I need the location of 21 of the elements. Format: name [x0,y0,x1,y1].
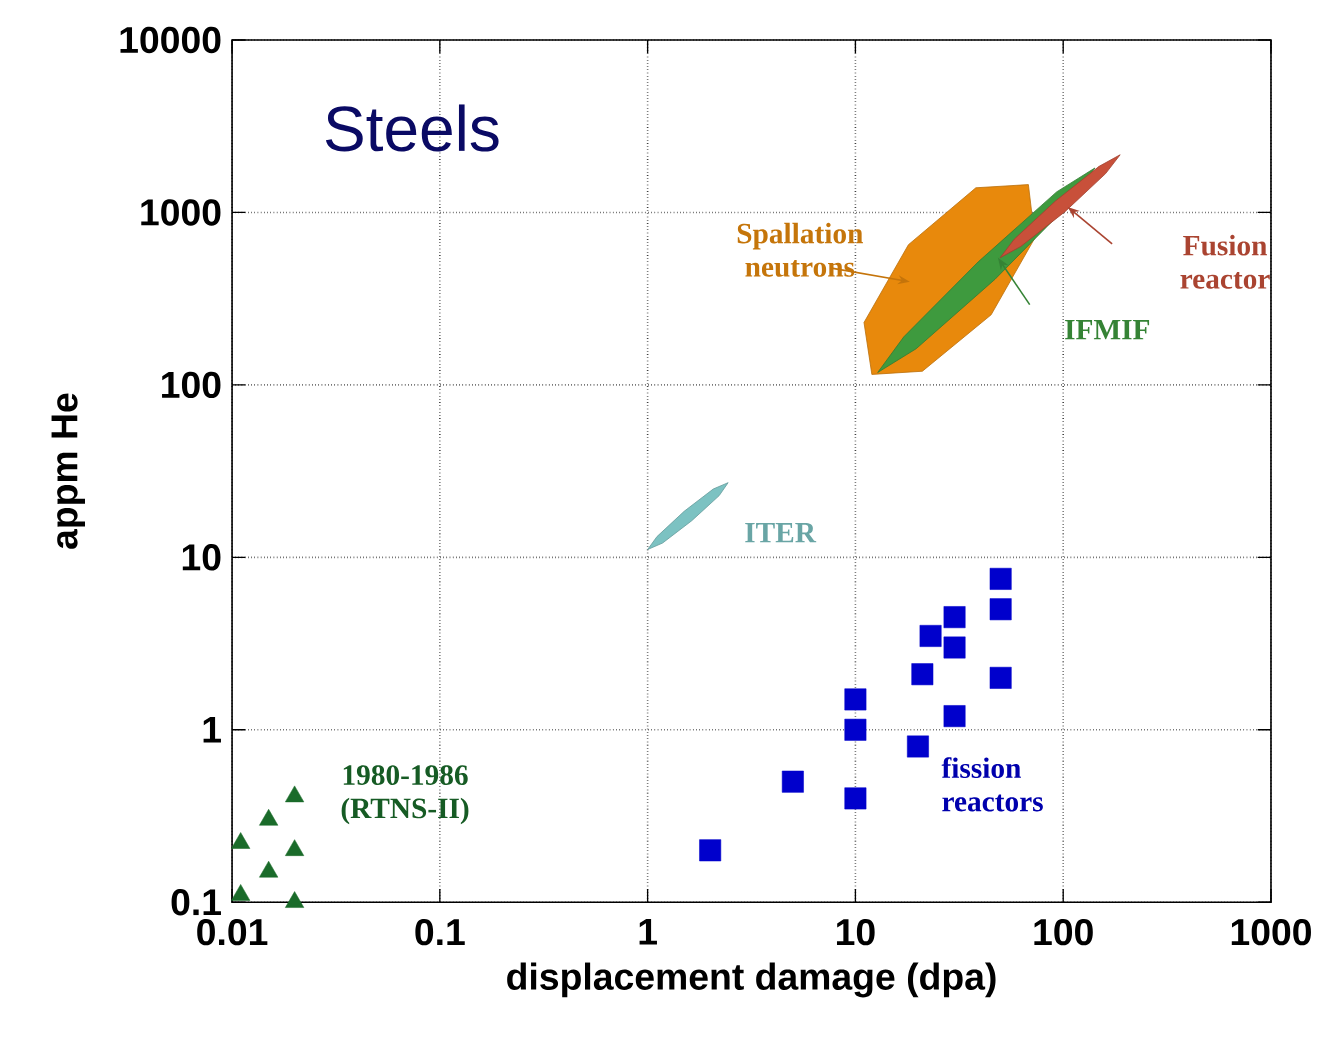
x-tick-label: 100 [1034,918,1093,946]
x-tick-label: 0.01 [197,918,268,946]
y-tick-label: 10000 [120,26,221,54]
series-label: ITER [745,522,817,543]
x-tick-label: 10 [836,918,875,946]
y-tick-label: 100 [162,371,221,398]
series-label: 1980-1986 (RTNS-II) [341,765,469,825]
x-tick-label: 0.1 [415,918,465,946]
text: Fusion reactor [1180,234,1270,289]
y-tick-label: 1000 [141,199,221,226]
text: IFMIF [1065,319,1150,340]
y-tick-label: 0.1 [171,888,221,916]
series-label: fission reactors [941,757,1043,812]
y-tick-label: 1 [203,716,221,743]
series-label: Spallation neutrons [737,222,863,277]
y-tick-label: 10 [182,544,221,571]
x-tick-label: 1000 [1231,918,1311,946]
text: Steels [325,104,499,152]
y-axis-title: appm He [51,393,85,549]
x-tick-label: 1 [639,918,657,945]
x-axis-title: displacement damage (dpa) [507,962,996,998]
